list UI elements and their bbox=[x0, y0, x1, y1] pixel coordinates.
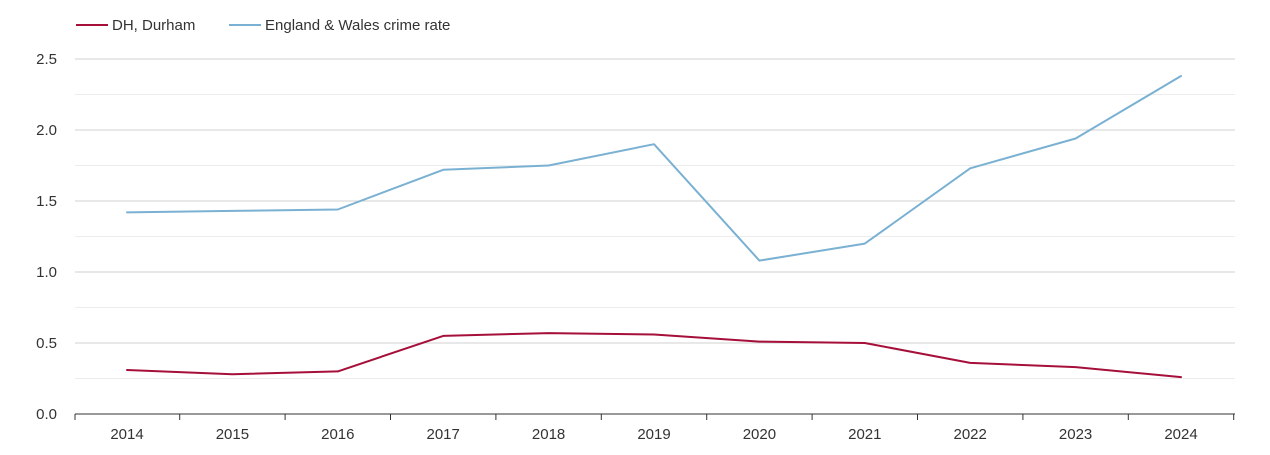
x-tick-label: 2020 bbox=[743, 426, 776, 443]
data-point bbox=[756, 258, 762, 264]
x-tick-label: 2015 bbox=[216, 426, 249, 443]
x-tick-label: 2021 bbox=[848, 426, 881, 443]
data-point bbox=[1073, 136, 1079, 142]
y-tick-label: 0.0 bbox=[36, 406, 57, 423]
data-point bbox=[967, 165, 973, 171]
data-point bbox=[335, 207, 341, 213]
series-group bbox=[124, 73, 1184, 380]
data-point bbox=[1178, 73, 1184, 79]
y-tick-label: 2.0 bbox=[36, 122, 57, 139]
data-point bbox=[440, 333, 446, 339]
data-point bbox=[651, 141, 657, 147]
data-point bbox=[967, 360, 973, 366]
data-point bbox=[1073, 364, 1079, 370]
data-point bbox=[862, 340, 868, 346]
y-tick-label: 2.5 bbox=[36, 51, 57, 68]
data-point bbox=[862, 241, 868, 247]
x-tick-label: 2018 bbox=[532, 426, 565, 443]
x-tick-label: 2023 bbox=[1059, 426, 1092, 443]
y-tick-label: 1.5 bbox=[36, 193, 57, 210]
data-point bbox=[440, 167, 446, 173]
data-point bbox=[335, 368, 341, 374]
gridlines bbox=[75, 58, 1235, 379]
legend-label: England & Wales crime rate bbox=[265, 17, 450, 34]
x-tick-label: 2022 bbox=[954, 426, 987, 443]
x-tick-label: 2017 bbox=[427, 426, 460, 443]
data-point bbox=[756, 339, 762, 345]
data-point bbox=[1178, 374, 1184, 380]
data-point bbox=[229, 371, 235, 377]
data-point bbox=[651, 331, 657, 337]
x-tick-label: 2016 bbox=[321, 426, 354, 443]
data-point bbox=[546, 163, 552, 169]
data-point bbox=[229, 208, 235, 214]
series-line bbox=[126, 75, 1182, 262]
y-tick-label: 0.5 bbox=[36, 335, 57, 352]
data-point bbox=[546, 330, 552, 336]
y-axis: 0.0 0.5 1.0 1.5 2.0 2.5 bbox=[36, 51, 57, 423]
series-line bbox=[126, 332, 1182, 379]
x-tick-label: 2014 bbox=[110, 426, 143, 443]
data-point bbox=[124, 367, 130, 373]
legend: DH, Durham England & Wales crime rate bbox=[76, 17, 450, 34]
x-axis: 2014 2015 2016 2017 2018 2019 2020 2021 2022 2023… bbox=[74, 413, 1235, 443]
x-tick-label: 2024 bbox=[1164, 426, 1197, 443]
data-point bbox=[124, 209, 130, 215]
x-tick-label: 2019 bbox=[637, 426, 670, 443]
y-tick-label: 1.0 bbox=[36, 264, 57, 281]
legend-label: DH, Durham bbox=[112, 17, 195, 34]
